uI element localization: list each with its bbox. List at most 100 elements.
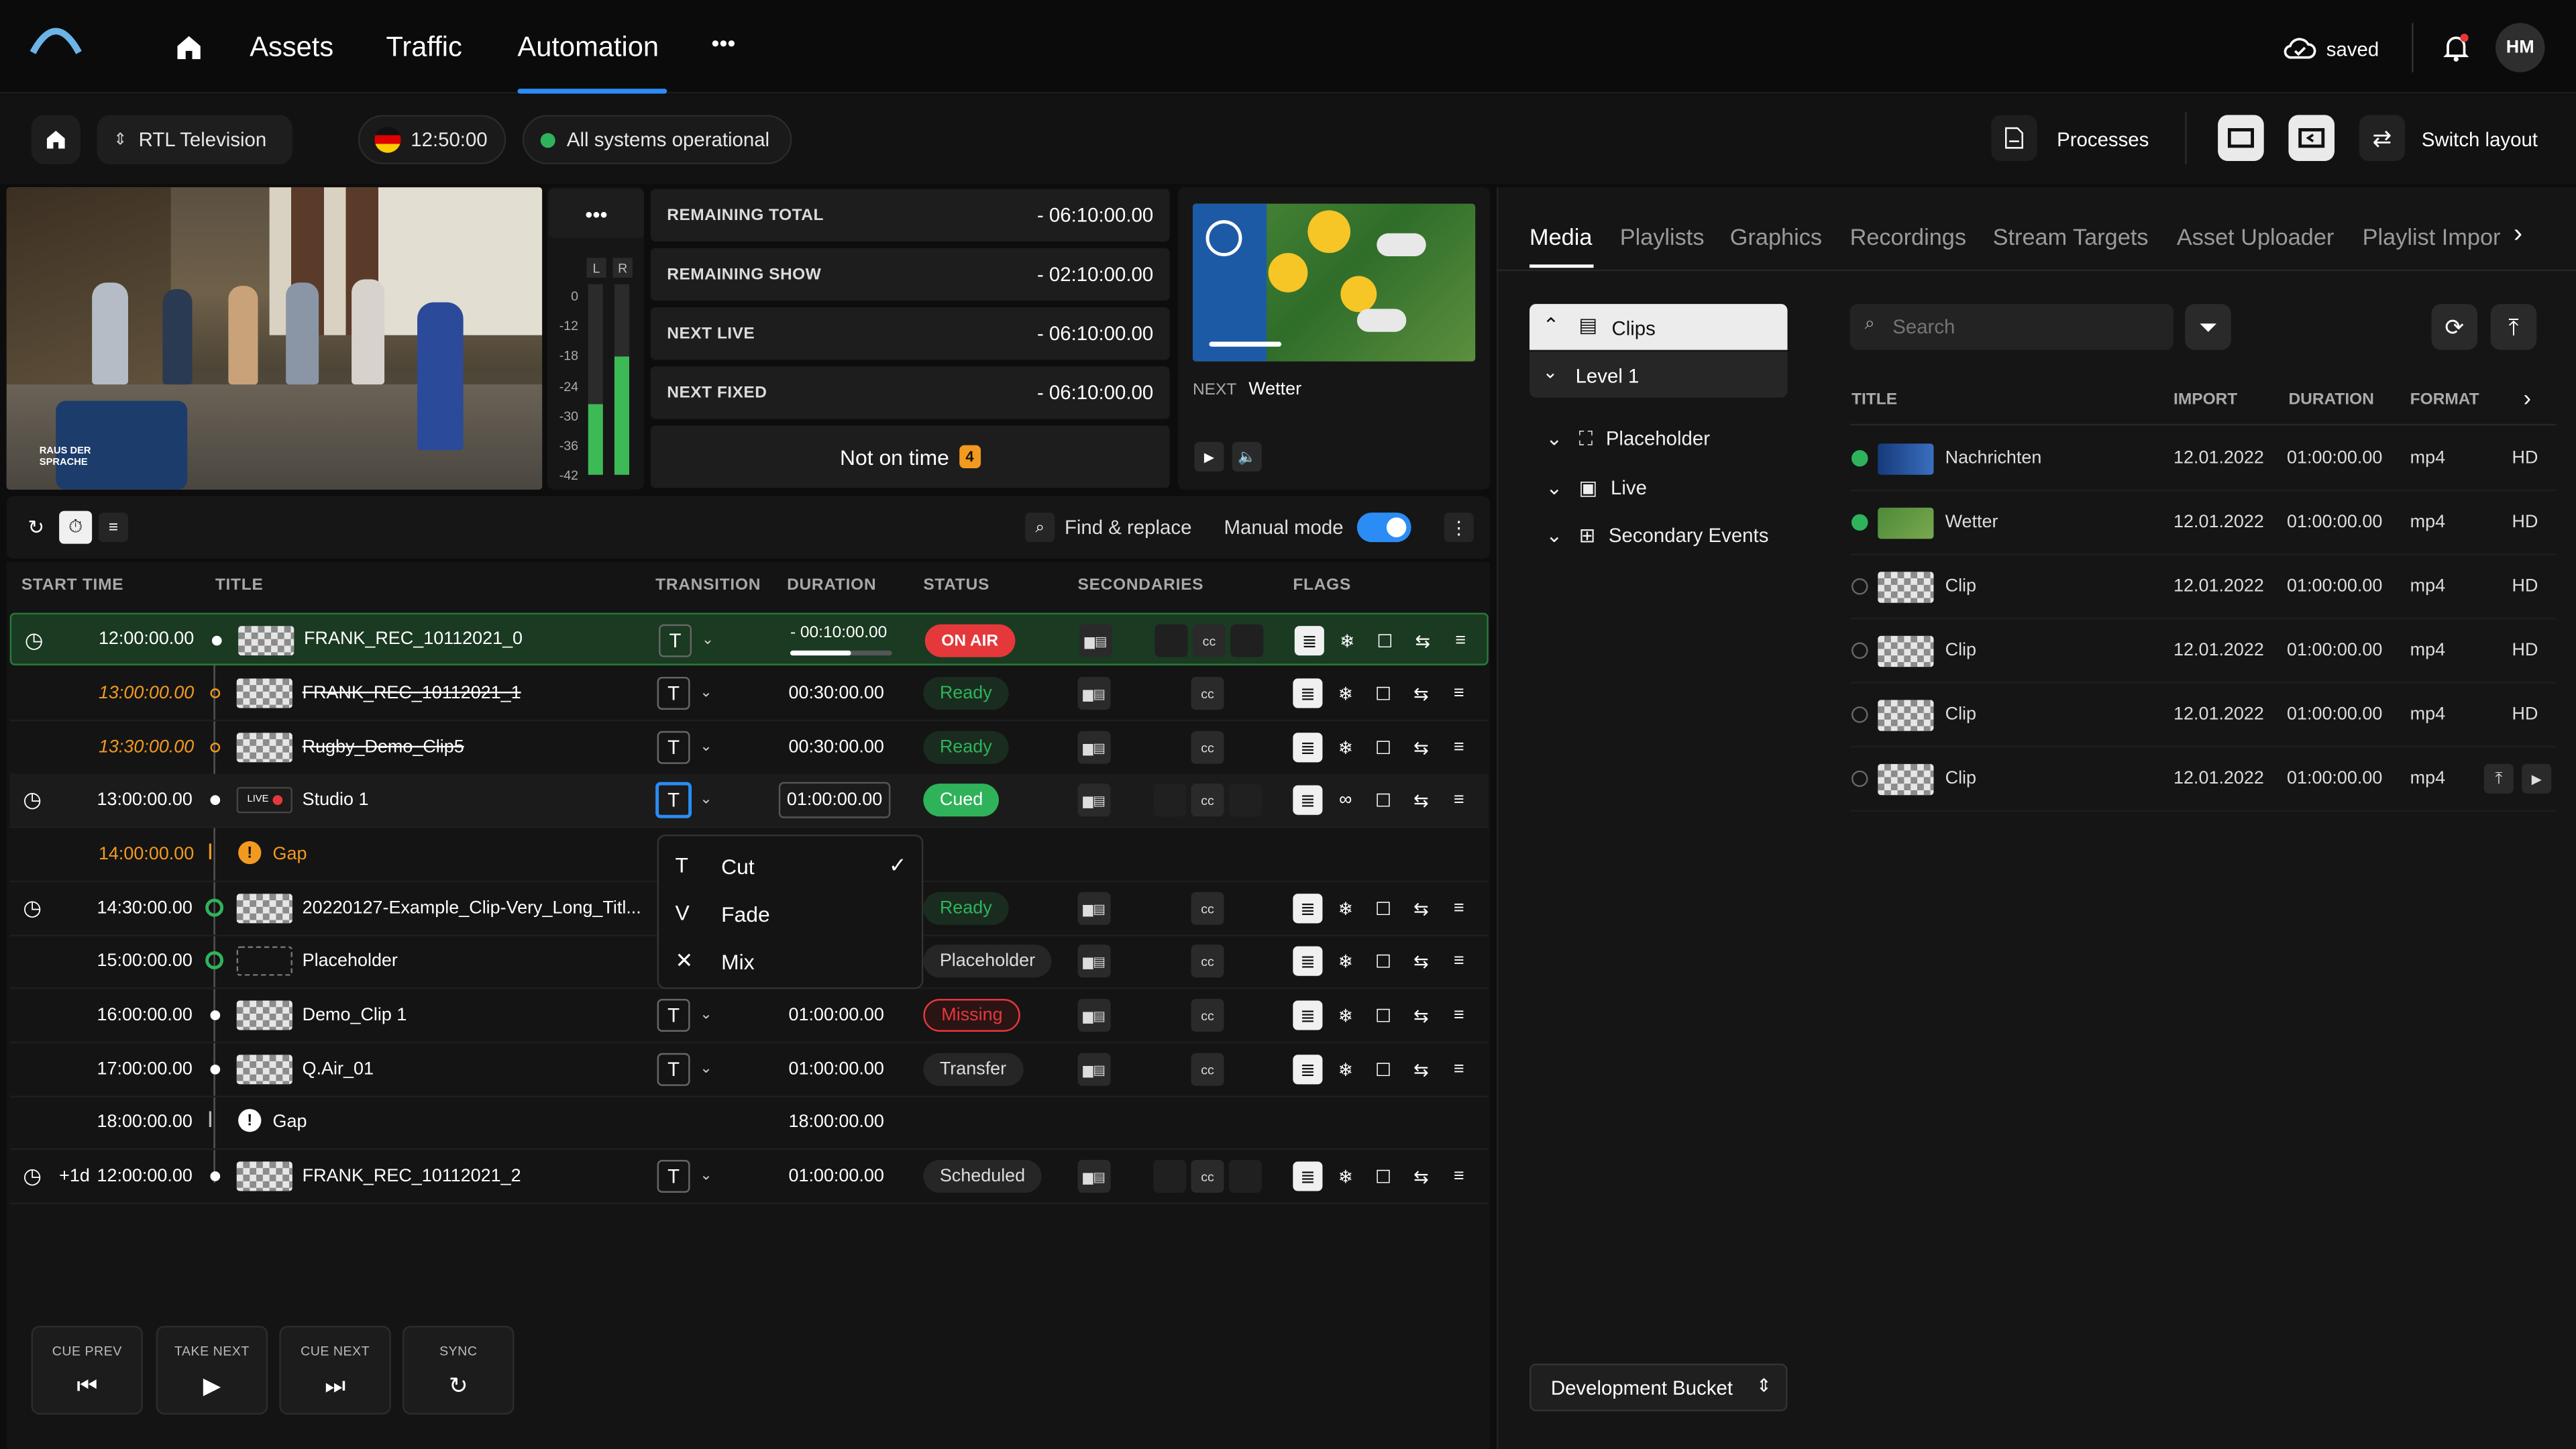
flag-notes-icon[interactable]: ≣: [1293, 678, 1323, 708]
flag-freeze-icon[interactable]: ❄: [1338, 899, 1354, 920]
tree-level1[interactable]: ⌄ Level 1: [1529, 352, 1788, 398]
transition-type-icon[interactable]: T: [655, 782, 692, 818]
take-next-button[interactable]: TAKE NEXT ▶: [156, 1326, 268, 1415]
user-avatar[interactable]: HM: [2496, 23, 2545, 72]
flag-list-icon[interactable]: ≡: [1453, 1166, 1464, 1187]
closed-captions-icon[interactable]: cc: [1191, 892, 1224, 925]
table-row[interactable]: 17:00:00.00 Q.Air_01 T ⌄ 01:00:00.00 Tra…: [9, 1043, 1489, 1097]
tab-graphics[interactable]: Graphics: [1729, 223, 1823, 250]
tab-playlist-import[interactable]: Playlist Impor: [2362, 223, 2501, 250]
flag-list-icon[interactable]: ≡: [1453, 737, 1464, 757]
flag-list-icon[interactable]: ≡: [1453, 1005, 1464, 1026]
flag-freeze-icon[interactable]: ❄: [1338, 684, 1354, 704]
refresh-icon[interactable]: ↻: [28, 515, 45, 539]
refresh-icon[interactable]: ⟳: [2431, 304, 2478, 350]
flag-list-icon[interactable]: ≡: [1453, 1059, 1464, 1079]
switch-layout-icon[interactable]: ⇄: [2359, 115, 2406, 162]
nav-traffic[interactable]: Traffic: [386, 31, 462, 63]
flag-list-icon[interactable]: ≡: [1453, 683, 1464, 704]
flag-freeze-icon[interactable]: ❄: [1338, 738, 1354, 759]
media-row[interactable]: Clip 12.01.2022 01:00:00.00 mp4 HD: [1849, 555, 2557, 620]
tree-secondary-events[interactable]: ⌄ ⊞ Secondary Events: [1546, 524, 1769, 547]
processes-button[interactable]: Processes: [2057, 128, 2149, 152]
bell-icon[interactable]: [2441, 33, 2471, 62]
secondary-slot[interactable]: [1153, 1159, 1187, 1193]
secondary-graphics-icon[interactable]: ▆▤: [1077, 1159, 1111, 1193]
transition-type-icon[interactable]: T: [657, 676, 690, 710]
push-to-top-icon[interactable]: ⤒: [2483, 763, 2514, 794]
chevron-down-icon[interactable]: ⌄: [700, 1005, 712, 1022]
flag-list-icon[interactable]: ≡: [1453, 951, 1464, 971]
chevron-down-icon[interactable]: ⌄: [700, 1059, 712, 1077]
flag-notes-icon[interactable]: ≣: [1293, 1161, 1323, 1191]
nav-more[interactable]: •••: [711, 30, 736, 56]
col-duration[interactable]: DURATION: [787, 576, 877, 595]
secondary-graphics-icon[interactable]: ▆▤: [1077, 1053, 1111, 1086]
closed-captions-icon[interactable]: cc: [1191, 1159, 1224, 1193]
secondary-graphics-icon[interactable]: ▆▤: [1077, 892, 1111, 925]
secondary-slot[interactable]: [1155, 624, 1188, 657]
home-button[interactable]: [31, 115, 81, 164]
kebab-menu-icon[interactable]: ⋮: [1444, 513, 1474, 543]
flag-box-icon[interactable]: ☐: [1375, 952, 1392, 972]
flag-freeze-icon[interactable]: ❄: [1339, 631, 1355, 652]
chevron-down-icon[interactable]: ⌄: [700, 790, 712, 807]
chevron-down-icon[interactable]: ⌄: [701, 631, 714, 647]
secondary-graphics-icon[interactable]: ▆▤: [1077, 945, 1111, 978]
flag-loop-icon[interactable]: ⇆: [1413, 1167, 1429, 1187]
manual-mode-toggle[interactable]: [1356, 513, 1411, 543]
tree-live[interactable]: ⌄ ▣ Live: [1546, 476, 1647, 499]
flag-loop-icon[interactable]: ⇆: [1413, 738, 1429, 759]
transition-type-icon[interactable]: T: [657, 998, 690, 1032]
chevron-right-icon[interactable]: ›: [2523, 384, 2532, 411]
nav-automation[interactable]: Automation: [517, 31, 659, 63]
transition-type-icon[interactable]: T: [659, 624, 692, 657]
table-row[interactable]: 13:00:00.00 FRANK_REC_10112021_1 T ⌄ 00:…: [9, 667, 1489, 722]
layout-single-button[interactable]: [2218, 115, 2264, 162]
flag-notes-icon[interactable]: ≣: [1293, 733, 1323, 763]
search-field[interactable]: ⌕: [1849, 304, 2174, 350]
switch-layout-button[interactable]: Switch layout: [2421, 128, 2538, 152]
duration-input[interactable]: 01:00:00.00: [778, 782, 891, 818]
media-col-title[interactable]: TITLE: [1851, 390, 1898, 409]
flag-notes-icon[interactable]: ≣: [1293, 785, 1323, 815]
flag-loop-icon[interactable]: ⇆: [1413, 899, 1429, 920]
flag-box-icon[interactable]: ☐: [1375, 1060, 1392, 1081]
col-status[interactable]: STATUS: [923, 576, 990, 595]
flag-loop-icon[interactable]: ⇆: [1413, 1060, 1429, 1081]
media-row[interactable]: Clip 12.01.2022 01:00:00.00 mp4 HD: [1849, 619, 2557, 684]
tab-playlists[interactable]: Playlists: [1619, 223, 1705, 250]
flag-box-icon[interactable]: ☐: [1375, 684, 1392, 704]
meters-more-button[interactable]: •••: [548, 189, 645, 239]
filter-icon[interactable]: ⏷: [2185, 304, 2231, 350]
flag-box-icon[interactable]: ☐: [1375, 791, 1392, 811]
media-col-format[interactable]: FORMAT: [2410, 390, 2479, 409]
flag-freeze-icon[interactable]: ❄: [1338, 1006, 1354, 1026]
tab-recordings[interactable]: Recordings: [1849, 223, 1967, 250]
menu-item-mix[interactable]: ✕ Mix: [659, 936, 922, 983]
closed-captions-icon[interactable]: cc: [1191, 784, 1224, 817]
closed-captions-icon[interactable]: cc: [1191, 1053, 1224, 1086]
flag-loop-icon[interactable]: ⇆: [1413, 952, 1429, 972]
flag-list-icon[interactable]: ≡: [1453, 898, 1464, 918]
chevron-down-icon[interactable]: ⌄: [700, 1166, 712, 1183]
secondary-slot[interactable]: [1228, 784, 1262, 817]
chevron-down-icon[interactable]: ⌄: [700, 683, 712, 700]
col-title[interactable]: TITLE: [215, 576, 264, 595]
tab-stream-targets[interactable]: Stream Targets: [1992, 223, 2149, 250]
secondary-graphics-icon[interactable]: ▆▤: [1077, 784, 1111, 817]
media-col-import[interactable]: IMPORT: [2174, 390, 2238, 409]
nav-assets[interactable]: Assets: [250, 31, 334, 63]
flag-box-icon[interactable]: ☐: [1375, 1167, 1392, 1187]
system-status[interactable]: All systems operational: [522, 115, 792, 164]
layout-split-button[interactable]: [2288, 115, 2335, 162]
upload-icon[interactable]: ⤒: [2490, 304, 2537, 350]
flag-notes-icon[interactable]: ≣: [1293, 946, 1323, 976]
secondary-slot[interactable]: [1230, 624, 1264, 657]
chevron-right-icon[interactable]: ›: [2513, 220, 2523, 248]
tree-clips[interactable]: ⌃ ▤ Clips: [1529, 304, 1788, 350]
col-flags[interactable]: FLAGS: [1293, 576, 1352, 595]
find-replace-button[interactable]: Find & replace: [1064, 515, 1192, 539]
flag-freeze-icon[interactable]: ❄: [1338, 952, 1354, 972]
closed-captions-icon[interactable]: cc: [1191, 676, 1224, 710]
